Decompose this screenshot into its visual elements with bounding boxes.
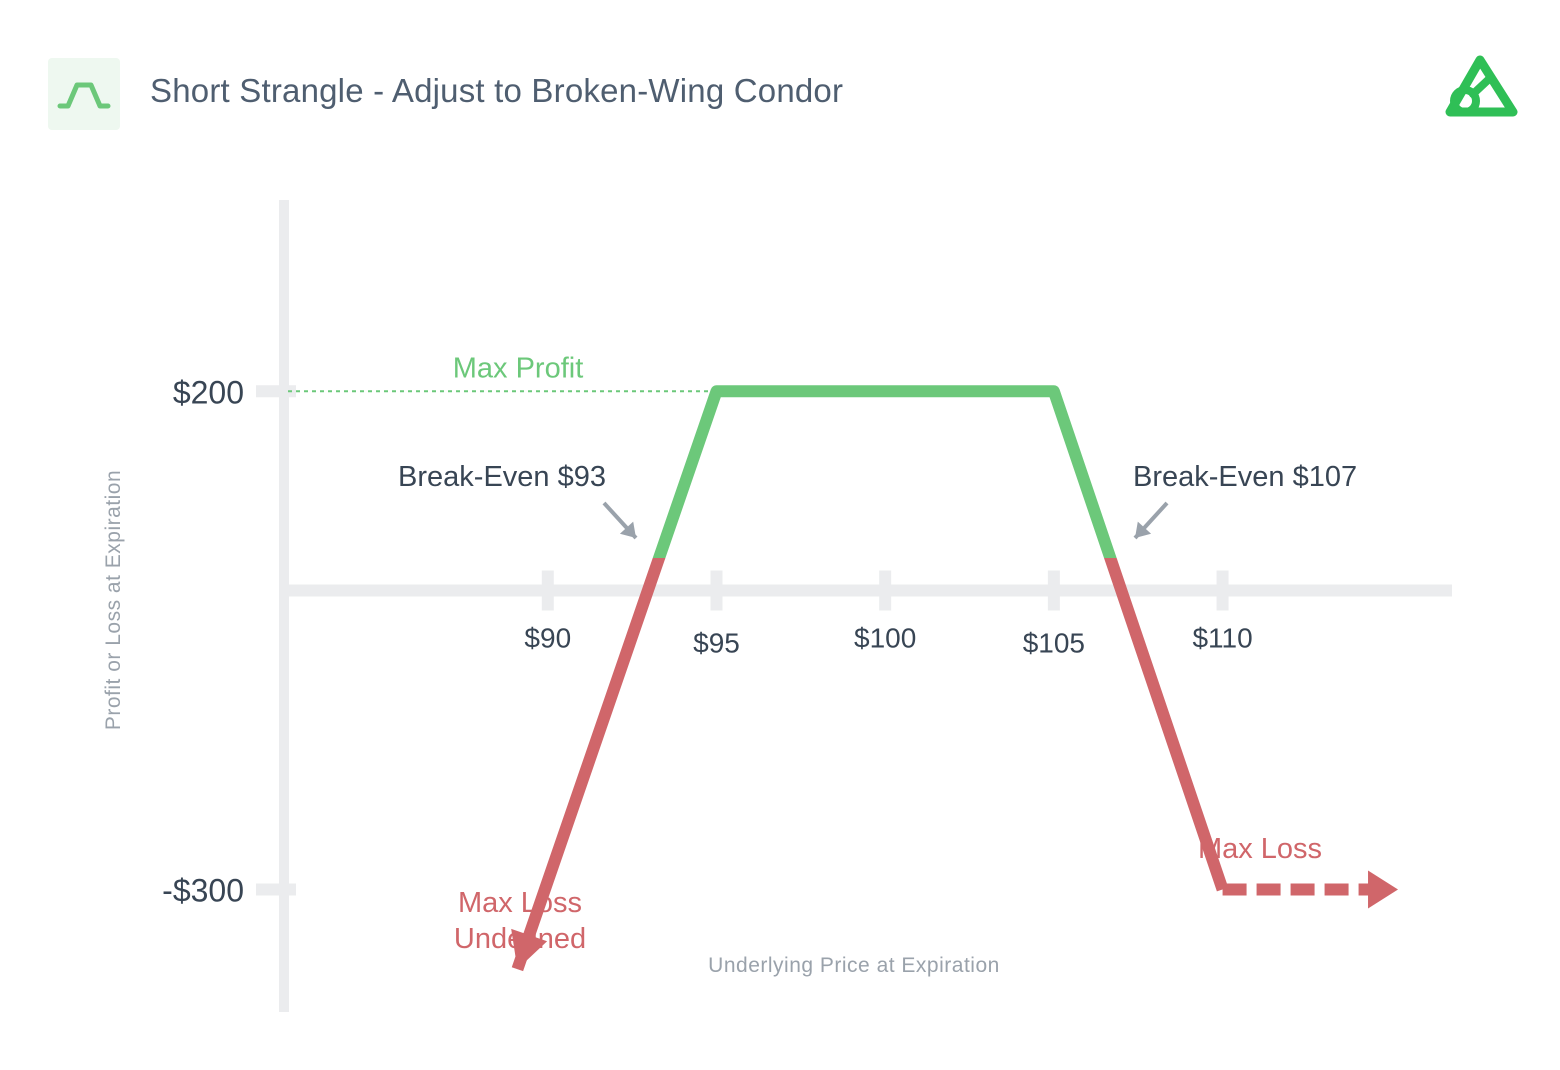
brand-logo-icon <box>1445 55 1518 117</box>
max-profit-label: Max Profit <box>453 352 584 384</box>
max-loss-undefined-line1: Max Loss <box>458 887 582 919</box>
max-loss-undefined-line2: Undefined <box>454 923 586 955</box>
y-tick-label-0: $200 <box>173 374 244 410</box>
page-title: Short Strangle - Adjust to Broken-Wing C… <box>150 72 844 109</box>
y-axis-title: Profit or Loss at Expiration <box>102 470 125 730</box>
x-tick-label-100: $100 <box>854 623 916 654</box>
payoff-line-loss <box>511 558 1229 972</box>
x-tick-label-95: $95 <box>693 628 740 659</box>
y-tick-label-1: -$300 <box>162 872 244 908</box>
loss-arrowhead-right <box>1368 870 1399 909</box>
max-loss-label: Max Loss <box>1198 833 1322 865</box>
payoff-trapezoid-icon <box>57 82 111 109</box>
x-tick-label-110: $110 <box>1192 623 1252 654</box>
x-axis-title: Underlying Price at Expiration <box>708 954 1000 977</box>
loss-arrowhead-left <box>511 928 548 970</box>
break-even-low-pointer-head <box>619 521 636 538</box>
strategy-badge <box>48 58 120 130</box>
x-tick-label-105: $105 <box>1023 628 1085 659</box>
break-even-high-label: Break-Even $107 <box>1133 461 1357 493</box>
x-tick-label-90: $90 <box>524 623 571 654</box>
break-even-low-label: Break-Even $93 <box>398 461 606 493</box>
break-even-high-pointer-head <box>1135 521 1152 538</box>
payoff-line-profit <box>652 385 1117 558</box>
